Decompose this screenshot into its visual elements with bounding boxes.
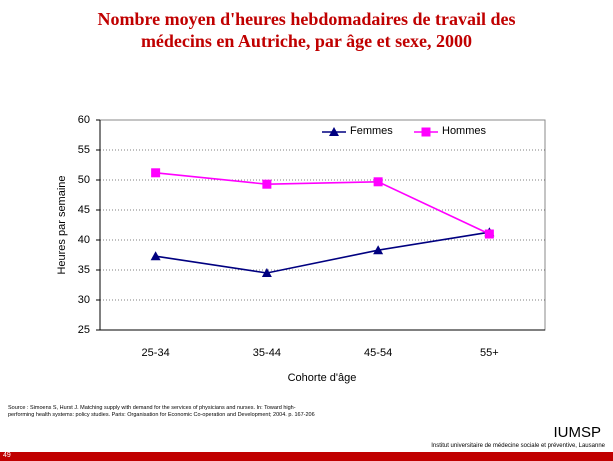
series-line [155,172,490,235]
slide-number: 49 [3,452,11,459]
legend-label: Femmes [350,125,393,137]
plot-frame [99,119,546,331]
data-point [262,179,272,189]
y-tick-label: 55 [78,144,90,156]
x-tick-label: 25-34 [142,347,170,359]
x-tick-label: 45-54 [364,347,392,359]
data-point [373,177,383,187]
x-axis-label: Cohorte d'âge [288,372,357,384]
data-point [484,229,494,239]
legend-label: Hommes [442,125,487,137]
y-tick-label: 40 [78,234,90,246]
data-point [151,168,161,178]
legend-marker [421,127,431,137]
x-tick-label: 55+ [480,347,499,359]
legend-marker [329,127,339,136]
y-tick-label: 25 [78,324,90,336]
data-point [373,245,384,255]
y-tick-label: 35 [78,264,90,276]
footer-bar [0,452,613,461]
chart-title: Nombre moyen d'heures hebdomadaires de t… [97,9,516,51]
y-tick-label: 30 [78,294,90,306]
organization: IUMSP [553,424,601,441]
y-tick-label: 60 [78,114,90,126]
y-axis-label: Heures par semaine [56,175,68,274]
y-tick-label: 50 [78,174,90,186]
y-tick-label: 45 [78,204,90,216]
institute: Institut universitaire de médecine socia… [431,443,605,449]
x-tick-label: 35-44 [253,347,281,359]
data-point [150,251,161,261]
series-line [155,231,490,274]
data-point [261,268,272,277]
source-note: Source : Simoens S, Hurst J. Matching su… [8,405,315,418]
